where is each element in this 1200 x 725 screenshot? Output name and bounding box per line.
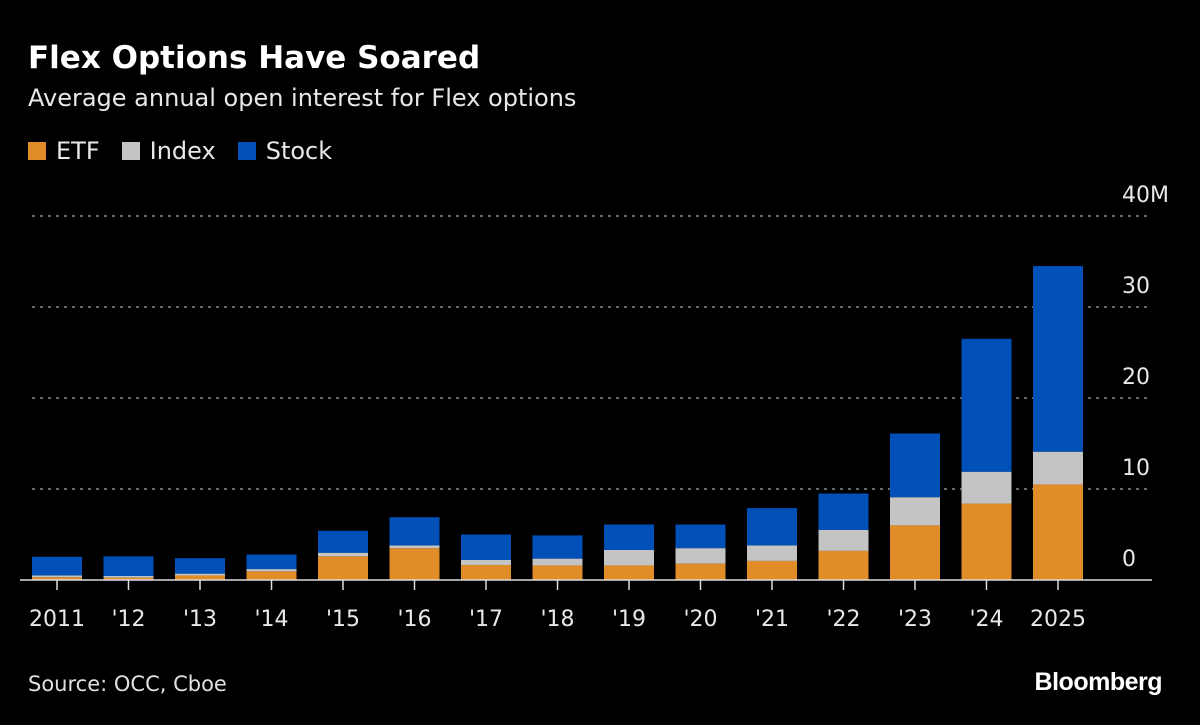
bar-etf [532,565,583,580]
bar-stock [246,554,297,570]
legend-label-etf: ETF [56,137,100,165]
legend-item-etf: ETF [28,137,100,165]
bar-index [175,573,225,576]
bar-etf [175,575,225,580]
bar-stock [461,534,511,560]
x-tick-label: '19 [612,607,646,632]
bar-stock [818,493,869,530]
x-tick-label: '13 [183,607,217,632]
y-tick-label: 30 [1122,274,1150,299]
x-tick-label: '23 [898,607,932,632]
bar-etf [675,563,726,580]
x-tick-label: '14 [254,607,288,632]
bar-etf [318,556,368,580]
x-tick-label: '15 [326,607,360,632]
bar-etf [246,571,297,580]
bar-stock [389,517,440,546]
bar-etf [890,525,940,580]
bar-stock [1033,266,1083,452]
bar-etf [461,564,511,580]
x-tick-label: '18 [540,607,574,632]
source-note: Source: OCC, Cboe [28,672,227,696]
y-tick-label: 0 [1122,547,1136,572]
bar-etf [103,577,154,580]
bar-stock [318,530,368,553]
bar-index [604,549,654,566]
bar-etf [32,577,82,580]
x-tick-label: '24 [969,607,1003,632]
bar-index [532,558,583,566]
y-tick-label: 40M [1122,183,1169,208]
bar-etf [389,548,440,580]
bar-stock [747,508,797,546]
bar-index [890,497,940,526]
bar-stock [103,556,154,576]
bar-index [818,529,869,551]
bar-index [32,575,82,578]
bar-etf [747,560,797,580]
bar-index [103,575,154,578]
bar-stock [890,433,940,498]
y-tick-label: 10 [1122,456,1150,481]
bar-etf [961,503,1012,580]
bar-index [675,548,726,564]
legend-label-index: Index [149,137,216,165]
legend-swatch-index [121,142,140,160]
x-tick-label: '21 [755,607,789,632]
x-tick-label: '20 [683,607,717,632]
bar-index [389,545,440,549]
bar-etf [1033,484,1083,580]
bar-etf [818,550,869,580]
x-tick-label: '22 [826,607,860,632]
bar-stock [961,338,1012,472]
y-tick-label: 20 [1122,365,1150,390]
bar-index [1033,451,1083,485]
bar-index [747,545,797,561]
bar-stock [604,524,654,550]
bar-index [318,552,368,557]
bar-stock [532,535,583,559]
legend-item-index: Index [121,137,216,165]
bar-stock [175,558,225,574]
bar-etf [604,565,654,580]
x-tick-label: 2025 [1030,607,1086,632]
bar-index [246,569,297,572]
x-tick-label: '17 [469,607,503,632]
bar-stock [675,524,726,549]
x-tick-label: 2011 [29,607,85,632]
chart-subtitle: Average annual open interest for Flex op… [28,84,577,112]
legend-item-stock: Stock [237,137,333,165]
bar-index [461,559,511,565]
legend-swatch-etf [28,142,46,160]
legend-label-stock: Stock [265,137,333,165]
legend-swatch-stock [237,142,256,160]
bloomberg-logo: Bloomberg [1034,668,1163,696]
legend: ETF Index Stock [28,137,332,165]
bar-stock [32,556,82,576]
bar-index [961,471,1012,504]
x-tick-label: '16 [397,607,431,632]
x-tick-label: '12 [111,607,145,632]
chart-title: Flex Options Have Soared [28,40,481,76]
